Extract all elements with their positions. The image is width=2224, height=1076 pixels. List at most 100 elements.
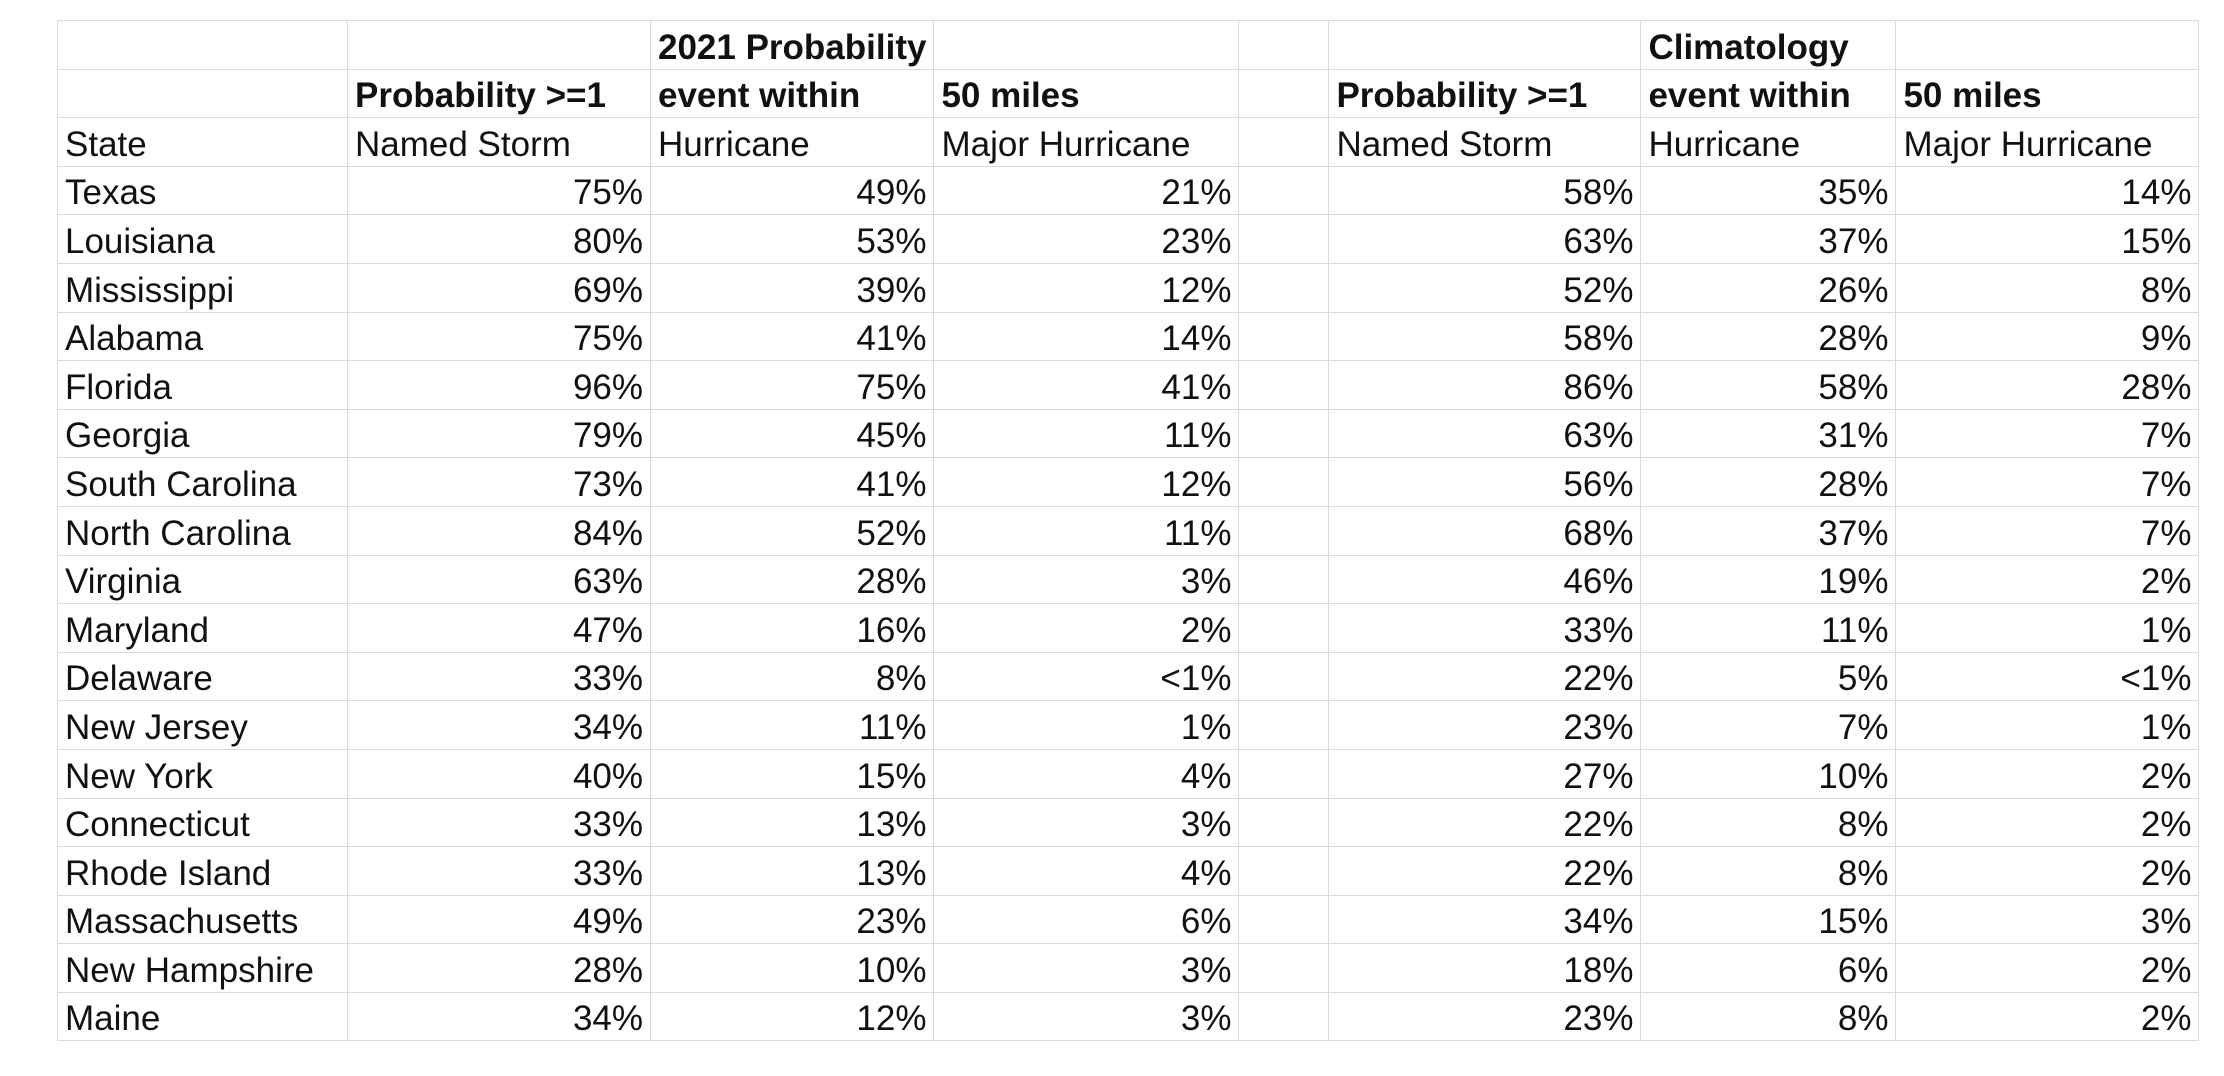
header-cell: event within (1640, 68, 1897, 119)
major-hurricane-2021-cell: <1% (933, 651, 1240, 702)
spacer-cell (1238, 311, 1330, 362)
named-storm-climatology-cell: 86% (1328, 360, 1642, 410)
header-climatology-group: Climatology (1640, 20, 1897, 70)
named-storm-2021-cell: 75% (347, 311, 651, 362)
spacer-cell (1238, 505, 1330, 556)
major-hurricane-2021-cell: 12% (933, 457, 1240, 507)
table-row: Texas 75% 49% 21% 58% 35% 14% (57, 165, 2200, 216)
state-cell: Georgia (57, 408, 348, 459)
spacer-cell (1238, 408, 1330, 459)
column-header: State (57, 117, 348, 167)
table-row: South Carolina 73% 41% 12% 56% 28% 7% (57, 457, 2200, 507)
state-cell: Mississippi (57, 262, 348, 313)
named-storm-climatology-cell: 58% (1328, 165, 1642, 216)
table-row: North Carolina 84% 52% 11% 68% 37% 7% (57, 505, 2200, 556)
named-storm-climatology-cell: 18% (1328, 943, 1642, 993)
header-cell: Probability >=1 (347, 68, 651, 119)
hurricane-2021-cell: 13% (649, 797, 935, 848)
column-header: Hurricane (1640, 117, 1897, 167)
major-hurricane-2021-cell: 2% (933, 603, 1240, 653)
probability-table: 2021 Probability Climatology Probability… (57, 20, 2200, 1042)
state-cell: Maine (57, 991, 348, 1042)
major-hurricane-climatology-cell: 15% (1895, 214, 2200, 264)
major-hurricane-2021-cell: 3% (933, 991, 1240, 1042)
spacer-cell (1238, 20, 1330, 70)
spacer-cell (1238, 748, 1330, 799)
named-storm-2021-cell: 33% (347, 651, 651, 702)
hurricane-2021-cell: 41% (649, 311, 935, 362)
hurricane-climatology-cell: 28% (1640, 457, 1897, 507)
named-storm-climatology-cell: 22% (1328, 797, 1642, 848)
table-row: Maryland 47% 16% 2% 33% 11% 1% (57, 603, 2200, 653)
named-storm-2021-cell: 34% (347, 700, 651, 750)
spacer-cell (1238, 457, 1330, 507)
major-hurricane-2021-cell: 21% (933, 165, 1240, 216)
major-hurricane-climatology-cell: 7% (1895, 505, 2200, 556)
spacer-cell (1238, 554, 1330, 605)
named-storm-2021-cell: 40% (347, 748, 651, 799)
major-hurricane-2021-cell: 4% (933, 748, 1240, 799)
table-row: Georgia 79% 45% 11% 63% 31% 7% (57, 408, 2200, 459)
state-cell: Florida (57, 360, 348, 410)
state-cell: Louisiana (57, 214, 348, 264)
state-cell: Alabama (57, 311, 348, 362)
table-row: Mississippi 69% 39% 12% 52% 26% 8% (57, 262, 2200, 313)
hurricane-2021-cell: 28% (649, 554, 935, 605)
major-hurricane-climatology-cell: 2% (1895, 748, 2200, 799)
hurricane-2021-cell: 53% (649, 214, 935, 264)
hurricane-climatology-cell: 37% (1640, 505, 1897, 556)
major-hurricane-climatology-cell: 2% (1895, 554, 2200, 605)
table-row: Alabama 75% 41% 14% 58% 28% 9% (57, 311, 2200, 362)
named-storm-2021-cell: 80% (347, 214, 651, 264)
named-storm-2021-cell: 84% (347, 505, 651, 556)
hurricane-climatology-cell: 31% (1640, 408, 1897, 459)
table-row: Connecticut 33% 13% 3% 22% 8% 2% (57, 797, 2200, 848)
hurricane-climatology-cell: 35% (1640, 165, 1897, 216)
state-cell: Maryland (57, 603, 348, 653)
major-hurricane-climatology-cell: 2% (1895, 943, 2200, 993)
major-hurricane-2021-cell: 3% (933, 943, 1240, 993)
hurricane-climatology-cell: 8% (1640, 991, 1897, 1042)
major-hurricane-climatology-cell: 2% (1895, 797, 2200, 848)
column-header: Named Storm (347, 117, 651, 167)
named-storm-climatology-cell: 56% (1328, 457, 1642, 507)
state-cell: Massachusetts (57, 894, 348, 945)
hurricane-2021-cell: 49% (649, 165, 935, 216)
major-hurricane-2021-cell: 4% (933, 846, 1240, 896)
header-2021-group: 2021 Probability (649, 20, 935, 70)
spacer-cell (1238, 651, 1330, 702)
major-hurricane-climatology-cell: 2% (1895, 991, 2200, 1042)
named-storm-2021-cell: 49% (347, 894, 651, 945)
named-storm-climatology-cell: 63% (1328, 214, 1642, 264)
hurricane-2021-cell: 52% (649, 505, 935, 556)
header-cell: 50 miles (1895, 68, 2200, 119)
named-storm-climatology-cell: 46% (1328, 554, 1642, 605)
named-storm-2021-cell: 79% (347, 408, 651, 459)
table-row: Massachusetts 49% 23% 6% 34% 15% 3% (57, 894, 2200, 945)
state-cell: New York (57, 748, 348, 799)
hurricane-2021-cell: 12% (649, 991, 935, 1042)
hurricane-2021-cell: 45% (649, 408, 935, 459)
header-cell (57, 20, 348, 70)
named-storm-2021-cell: 33% (347, 797, 651, 848)
named-storm-2021-cell: 34% (347, 991, 651, 1042)
spacer-cell (1238, 846, 1330, 896)
major-hurricane-climatology-cell: 2% (1895, 846, 2200, 896)
header-cell (347, 20, 651, 70)
hurricane-2021-cell: 8% (649, 651, 935, 702)
table-row: New York 40% 15% 4% 27% 10% 2% (57, 748, 2200, 799)
named-storm-climatology-cell: 22% (1328, 651, 1642, 702)
column-header: Major Hurricane (933, 117, 1240, 167)
hurricane-climatology-cell: 37% (1640, 214, 1897, 264)
spacer-cell (1238, 117, 1330, 167)
hurricane-climatology-cell: 8% (1640, 797, 1897, 848)
named-storm-2021-cell: 47% (347, 603, 651, 653)
hurricane-climatology-cell: 11% (1640, 603, 1897, 653)
state-cell: Rhode Island (57, 846, 348, 896)
major-hurricane-2021-cell: 14% (933, 311, 1240, 362)
major-hurricane-2021-cell: 6% (933, 894, 1240, 945)
hurricane-2021-cell: 23% (649, 894, 935, 945)
named-storm-climatology-cell: 52% (1328, 262, 1642, 313)
hurricane-climatology-cell: 6% (1640, 943, 1897, 993)
major-hurricane-2021-cell: 12% (933, 262, 1240, 313)
